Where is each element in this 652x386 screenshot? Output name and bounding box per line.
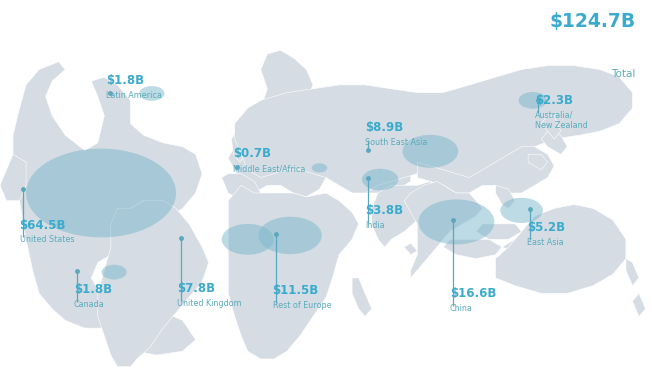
Polygon shape (13, 62, 202, 328)
Circle shape (26, 149, 176, 237)
Circle shape (362, 169, 398, 190)
Text: $3.8B: $3.8B (365, 204, 403, 217)
Polygon shape (496, 185, 515, 208)
Text: Rest of Europe: Rest of Europe (273, 301, 331, 310)
Text: $124.7B: $124.7B (550, 12, 636, 30)
Polygon shape (541, 116, 561, 139)
Text: Total: Total (612, 69, 636, 80)
Polygon shape (541, 131, 567, 154)
Polygon shape (352, 278, 372, 317)
Circle shape (518, 92, 547, 109)
Polygon shape (228, 104, 326, 197)
Text: India: India (365, 221, 385, 230)
Circle shape (258, 217, 322, 254)
Polygon shape (372, 181, 437, 247)
Polygon shape (0, 154, 26, 201)
Polygon shape (404, 243, 417, 255)
Polygon shape (632, 293, 645, 317)
Text: United Kingdom: United Kingdom (177, 299, 242, 308)
Text: $64.5B: $64.5B (20, 218, 66, 232)
Circle shape (402, 135, 458, 168)
Polygon shape (261, 50, 313, 116)
Circle shape (222, 224, 274, 255)
Text: $11.5B: $11.5B (273, 284, 319, 297)
Polygon shape (222, 174, 261, 201)
Text: Canada: Canada (74, 300, 104, 309)
Polygon shape (417, 147, 554, 193)
Text: $5.2B: $5.2B (527, 221, 565, 234)
Text: South East Asia: South East Asia (365, 138, 428, 147)
Text: $7.8B: $7.8B (177, 282, 215, 295)
Circle shape (419, 200, 494, 244)
Text: $1.8B: $1.8B (106, 74, 144, 87)
Text: Australia/
New Zealand: Australia/ New Zealand (535, 111, 587, 130)
Polygon shape (528, 154, 548, 170)
Circle shape (500, 198, 543, 223)
Text: China: China (450, 304, 473, 313)
Polygon shape (404, 181, 482, 278)
Text: $0.7B: $0.7B (233, 147, 271, 160)
Polygon shape (476, 224, 522, 239)
Text: $1.8B: $1.8B (74, 283, 111, 296)
Text: United States: United States (20, 235, 74, 244)
Text: Middle East/Africa: Middle East/Africa (233, 164, 306, 173)
Circle shape (102, 265, 126, 279)
Polygon shape (496, 205, 626, 293)
Polygon shape (228, 185, 359, 359)
Text: East Asia: East Asia (527, 238, 563, 247)
Text: $2.3B: $2.3B (535, 94, 572, 107)
Polygon shape (117, 309, 196, 355)
Circle shape (312, 163, 327, 173)
Polygon shape (231, 131, 245, 162)
Text: $8.9B: $8.9B (365, 121, 404, 134)
Polygon shape (98, 201, 209, 367)
Text: Latin America: Latin America (106, 91, 162, 100)
Circle shape (140, 86, 164, 101)
Polygon shape (235, 66, 632, 193)
Polygon shape (443, 239, 502, 259)
Polygon shape (626, 259, 639, 286)
Polygon shape (326, 162, 411, 193)
Text: $16.6B: $16.6B (450, 287, 496, 300)
Polygon shape (502, 239, 541, 255)
